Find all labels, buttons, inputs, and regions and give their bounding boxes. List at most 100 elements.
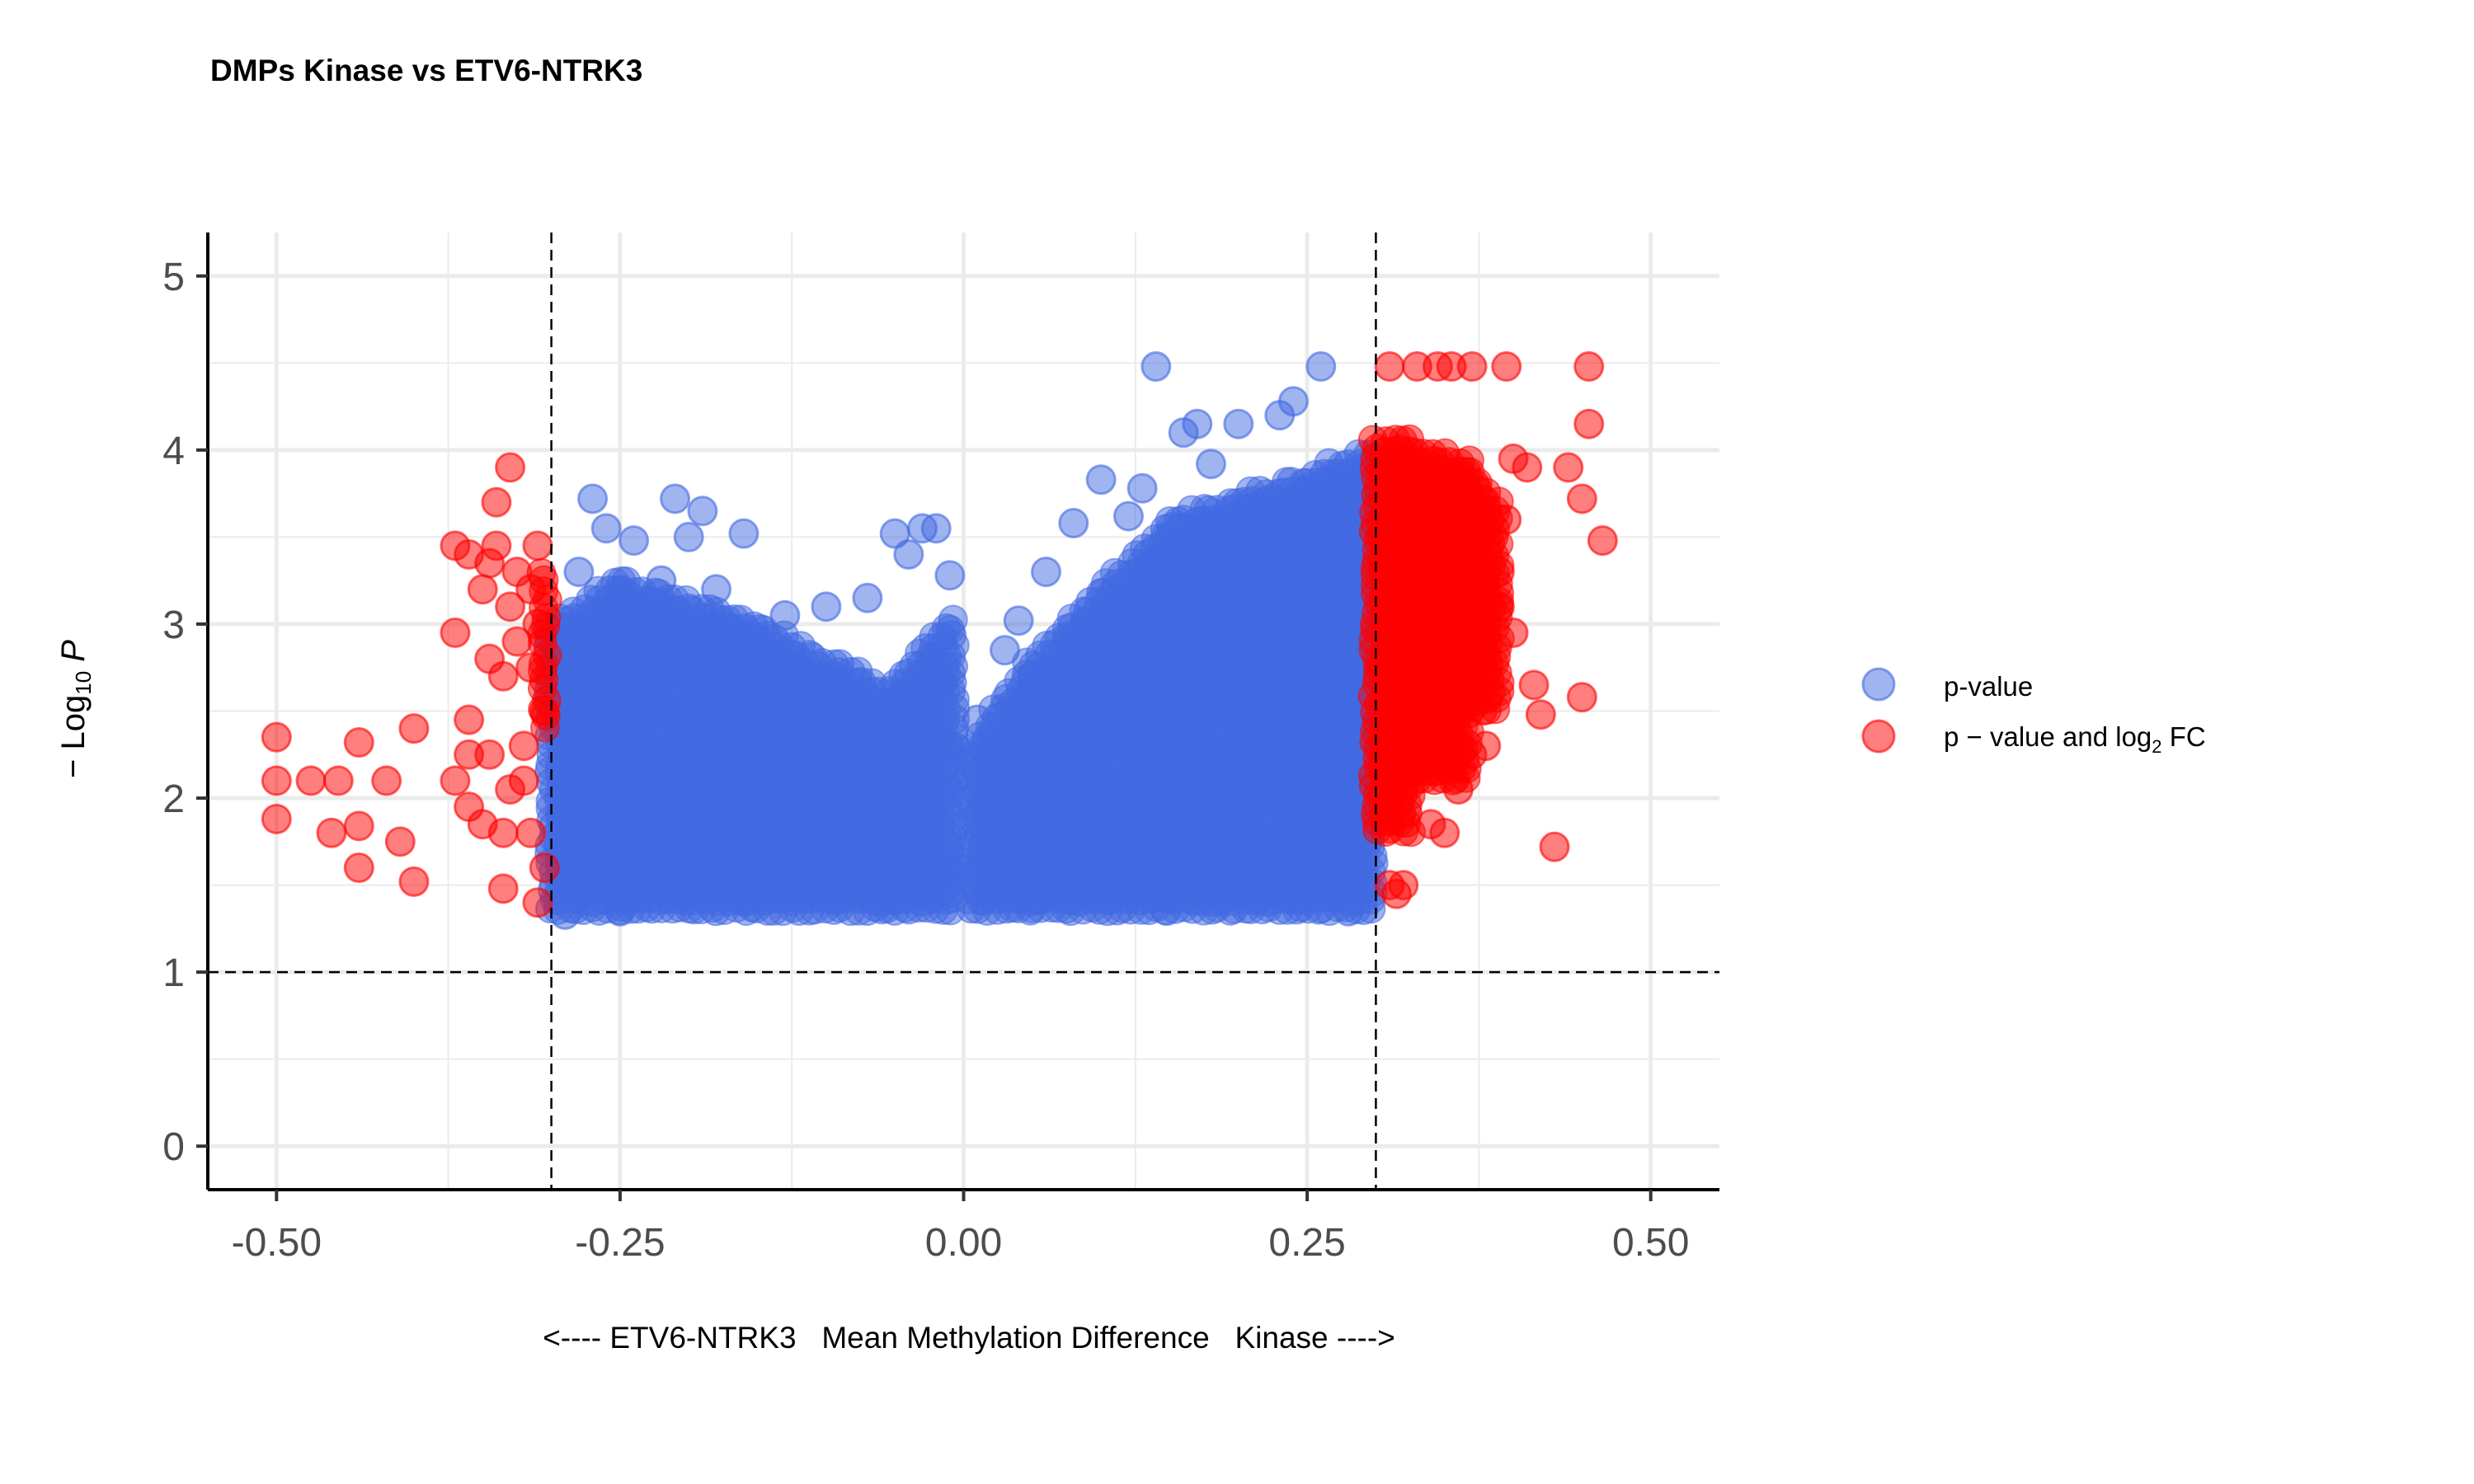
chart-title: DMPs Kinase vs ETV6-NTRK3 xyxy=(210,54,642,87)
data-point-0 xyxy=(687,495,718,527)
data-point-1 xyxy=(1518,669,1550,701)
data-point-0 xyxy=(618,525,650,556)
data-point-1 xyxy=(1456,351,1488,383)
data-point-1 xyxy=(1539,831,1570,862)
y-axis-title-suffix: P xyxy=(55,640,92,671)
y-tick-label: 3 xyxy=(162,603,185,647)
data-point-1 xyxy=(343,810,374,842)
legend-label-p-value: p-value xyxy=(1944,671,2033,702)
data-point-0 xyxy=(549,899,581,930)
y-tick-label: 4 xyxy=(162,430,185,473)
data-point-0 xyxy=(920,513,952,544)
data-point-1 xyxy=(261,721,292,753)
data-point-0 xyxy=(1168,417,1199,448)
data-point-1 xyxy=(398,713,430,744)
x-tick-label: -0.25 xyxy=(575,1221,665,1265)
data-point-1 xyxy=(1456,678,1488,709)
data-point-0 xyxy=(701,574,732,605)
data-point-1 xyxy=(495,452,526,483)
data-point-1 xyxy=(1587,525,1618,556)
x-tick-label: 0.25 xyxy=(1268,1221,1345,1265)
data-point-1 xyxy=(481,486,512,518)
data-point-0 xyxy=(604,895,636,927)
x-tick-label: 0.50 xyxy=(1612,1221,1689,1265)
data-point-1 xyxy=(1374,870,1405,901)
data-point-1 xyxy=(1553,452,1584,483)
y-tick-label: 0 xyxy=(162,1125,185,1169)
data-point-1 xyxy=(454,704,485,735)
data-point-1 xyxy=(440,765,471,796)
data-point-1 xyxy=(261,803,292,834)
data-point-1 xyxy=(467,574,498,605)
legend: p-value p − value and log2 FC xyxy=(1861,667,2206,757)
data-point-1 xyxy=(322,765,354,796)
data-point-1 xyxy=(1566,682,1597,713)
data-point-0 xyxy=(577,483,609,514)
data-point-1 xyxy=(1566,483,1597,514)
data-point-1 xyxy=(1484,556,1515,588)
data-point-1 xyxy=(1442,773,1474,805)
data-point-1 xyxy=(440,618,471,649)
data-point-0 xyxy=(934,730,966,762)
data-point-1 xyxy=(1573,351,1605,383)
x-tick-label: -0.50 xyxy=(232,1221,322,1265)
data-point-0 xyxy=(1112,500,1144,532)
data-point-0 xyxy=(660,483,691,514)
data-point-0 xyxy=(1223,408,1254,439)
data-point-1 xyxy=(508,730,539,762)
data-point-1 xyxy=(1415,809,1446,840)
data-point-0 xyxy=(1264,400,1296,431)
data-point-0 xyxy=(1141,351,1172,383)
data-point-0 xyxy=(852,582,883,613)
data-point-0 xyxy=(563,556,595,588)
data-point-1 xyxy=(529,852,560,883)
legend-key-p-value xyxy=(1861,667,1896,702)
y-tick-label: 1 xyxy=(162,951,185,995)
data-point-1 xyxy=(487,660,519,692)
data-point-1 xyxy=(343,852,374,883)
x-tick-label: 0.00 xyxy=(925,1221,1002,1265)
data-point-0 xyxy=(1003,605,1034,636)
data-point-0 xyxy=(673,521,704,552)
data-point-0 xyxy=(769,599,801,631)
data-point-1 xyxy=(522,530,553,561)
data-point-1 xyxy=(1401,756,1432,787)
data-point-1 xyxy=(1484,591,1515,622)
data-point-0 xyxy=(1305,351,1337,383)
data-point-0 xyxy=(893,539,924,571)
data-point-0 xyxy=(1058,508,1089,539)
data-point-0 xyxy=(1017,660,1048,692)
data-point-1 xyxy=(1491,351,1522,383)
data-point-1 xyxy=(515,652,547,683)
data-point-1 xyxy=(371,765,402,796)
data-point-1 xyxy=(1498,443,1529,474)
data-point-1 xyxy=(1573,408,1605,439)
data-point-0 xyxy=(934,560,966,591)
data-point-1 xyxy=(474,739,506,770)
data-point-1 xyxy=(1374,351,1405,383)
data-point-0 xyxy=(1126,472,1158,504)
data-point-1 xyxy=(1470,618,1502,649)
data-point-0 xyxy=(1195,448,1226,480)
data-point-1 xyxy=(316,817,347,848)
data-point-1 xyxy=(515,817,547,848)
x-axis-title: <---- ETV6-NTRK3 Mean Methylation Differ… xyxy=(543,1321,1395,1355)
dense-point-0 xyxy=(938,604,968,635)
y-tick-label: 5 xyxy=(162,256,185,299)
data-point-0 xyxy=(1030,556,1061,588)
data-point-1 xyxy=(398,866,430,897)
data-point-1 xyxy=(1498,618,1529,649)
data-point-1 xyxy=(1491,504,1522,535)
data-point-1 xyxy=(1525,699,1556,730)
data-point-0 xyxy=(1319,878,1350,909)
legend-label-p-value-and-log2fc: p − value and log2 FC xyxy=(1944,721,2206,757)
data-point-1 xyxy=(508,765,539,796)
data-point-1 xyxy=(487,817,519,848)
data-point-0 xyxy=(962,704,993,735)
data-point-0 xyxy=(989,635,1020,666)
data-point-0 xyxy=(646,565,677,596)
legend-key-p-value-and-log2fc xyxy=(1861,719,1896,754)
data-point-0 xyxy=(590,513,622,544)
dense-point-clouds xyxy=(526,424,1515,927)
